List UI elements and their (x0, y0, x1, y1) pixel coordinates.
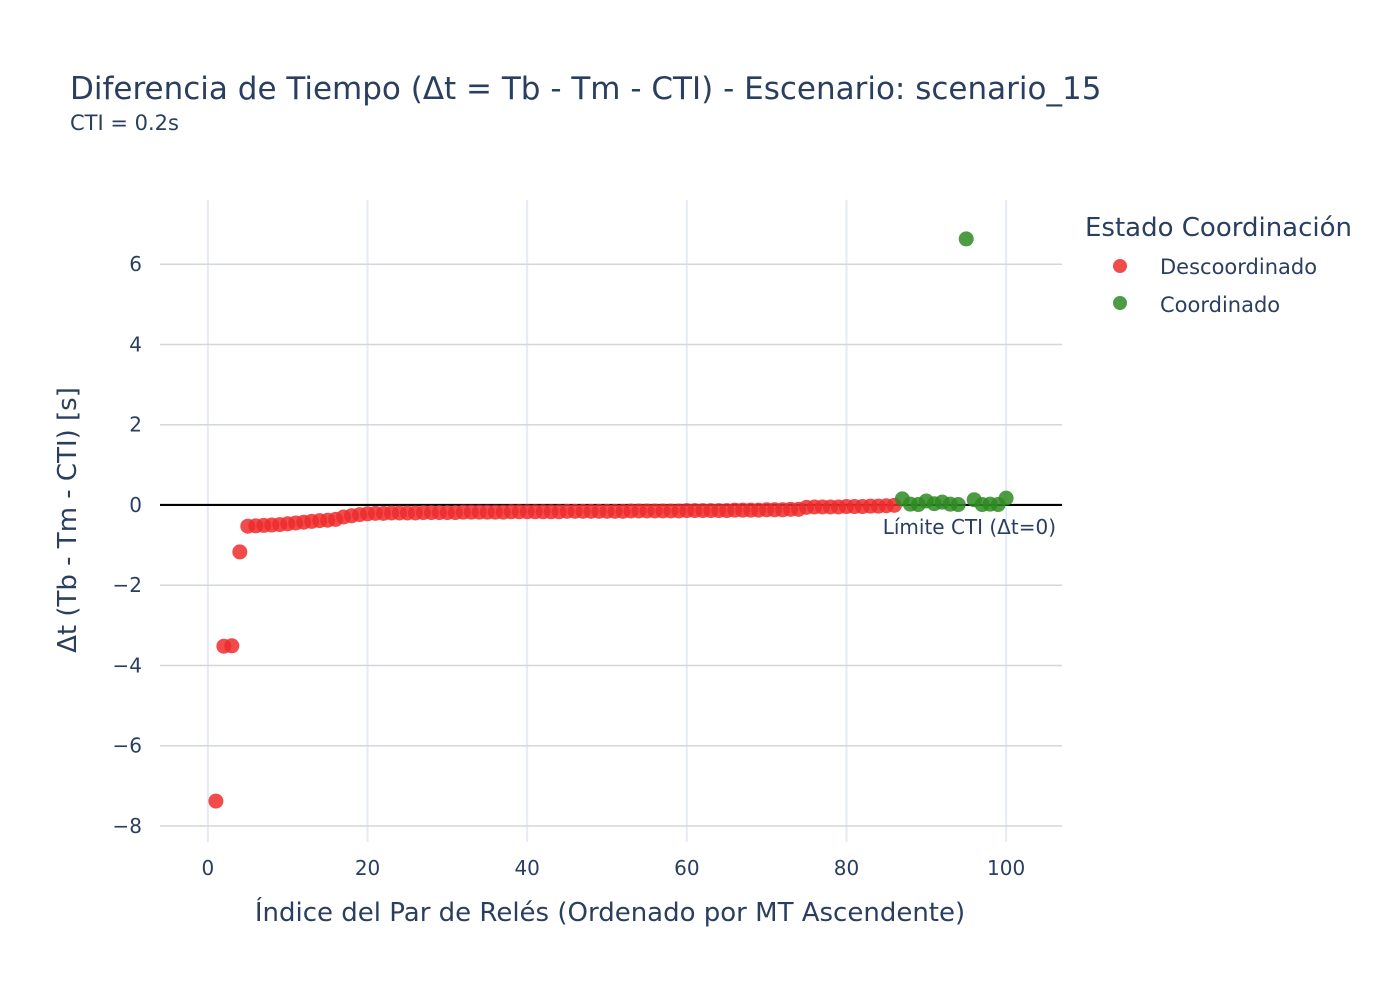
data-point (224, 638, 240, 654)
data-point (208, 793, 224, 809)
legend-marker-coordinado (1113, 296, 1127, 310)
y-tick-label: −6 (113, 734, 142, 758)
legend-title: Estado Coordinación (1085, 213, 1352, 243)
y-tick-label: −4 (113, 653, 142, 677)
x-tick-label: 0 (202, 856, 215, 880)
y-tick-label: 0 (129, 493, 142, 517)
series-descoordinado (208, 497, 902, 809)
legend-item-descoordinado[interactable]: Descoordinado (1113, 255, 1317, 279)
y-tick-label: −2 (113, 573, 142, 597)
points-layer (208, 231, 1014, 809)
chart-title: Diferencia de Tiempo (Δt = Tb - Tm - CTI… (70, 71, 1101, 107)
x-tick-label: 40 (514, 856, 539, 880)
reference-line-label: Límite CTI (Δt=0) (883, 515, 1056, 539)
x-tick-label: 100 (987, 856, 1025, 880)
legend-item-coordinado[interactable]: Coordinado (1113, 293, 1280, 317)
legend-label-descoordinado: Descoordinado (1160, 255, 1317, 279)
data-point (998, 490, 1014, 506)
data-point (958, 231, 974, 247)
data-point (232, 544, 248, 560)
chart-subtitle: CTI = 0.2s (70, 111, 179, 135)
series-coordinado (894, 231, 1014, 513)
y-tick-label: 2 (129, 413, 142, 437)
legend: Estado Coordinación Descoordinado Coordi… (1085, 213, 1352, 317)
y-tick-label: −8 (113, 814, 142, 838)
x-tick-label: 60 (674, 856, 699, 880)
y-tick-label: 6 (129, 252, 142, 276)
x-axis-label: Índice del Par de Relés (Ordenado por MT… (255, 896, 965, 928)
x-tick-label: 20 (355, 856, 380, 880)
y-tick-label: 4 (129, 332, 142, 356)
y-axis-label: Δt (Tb - Tm - CTI) [s] (53, 387, 83, 653)
x-tick-label: 80 (834, 856, 859, 880)
legend-marker-descoordinado (1113, 259, 1127, 273)
data-point (950, 497, 966, 513)
legend-label-coordinado: Coordinado (1160, 293, 1280, 317)
